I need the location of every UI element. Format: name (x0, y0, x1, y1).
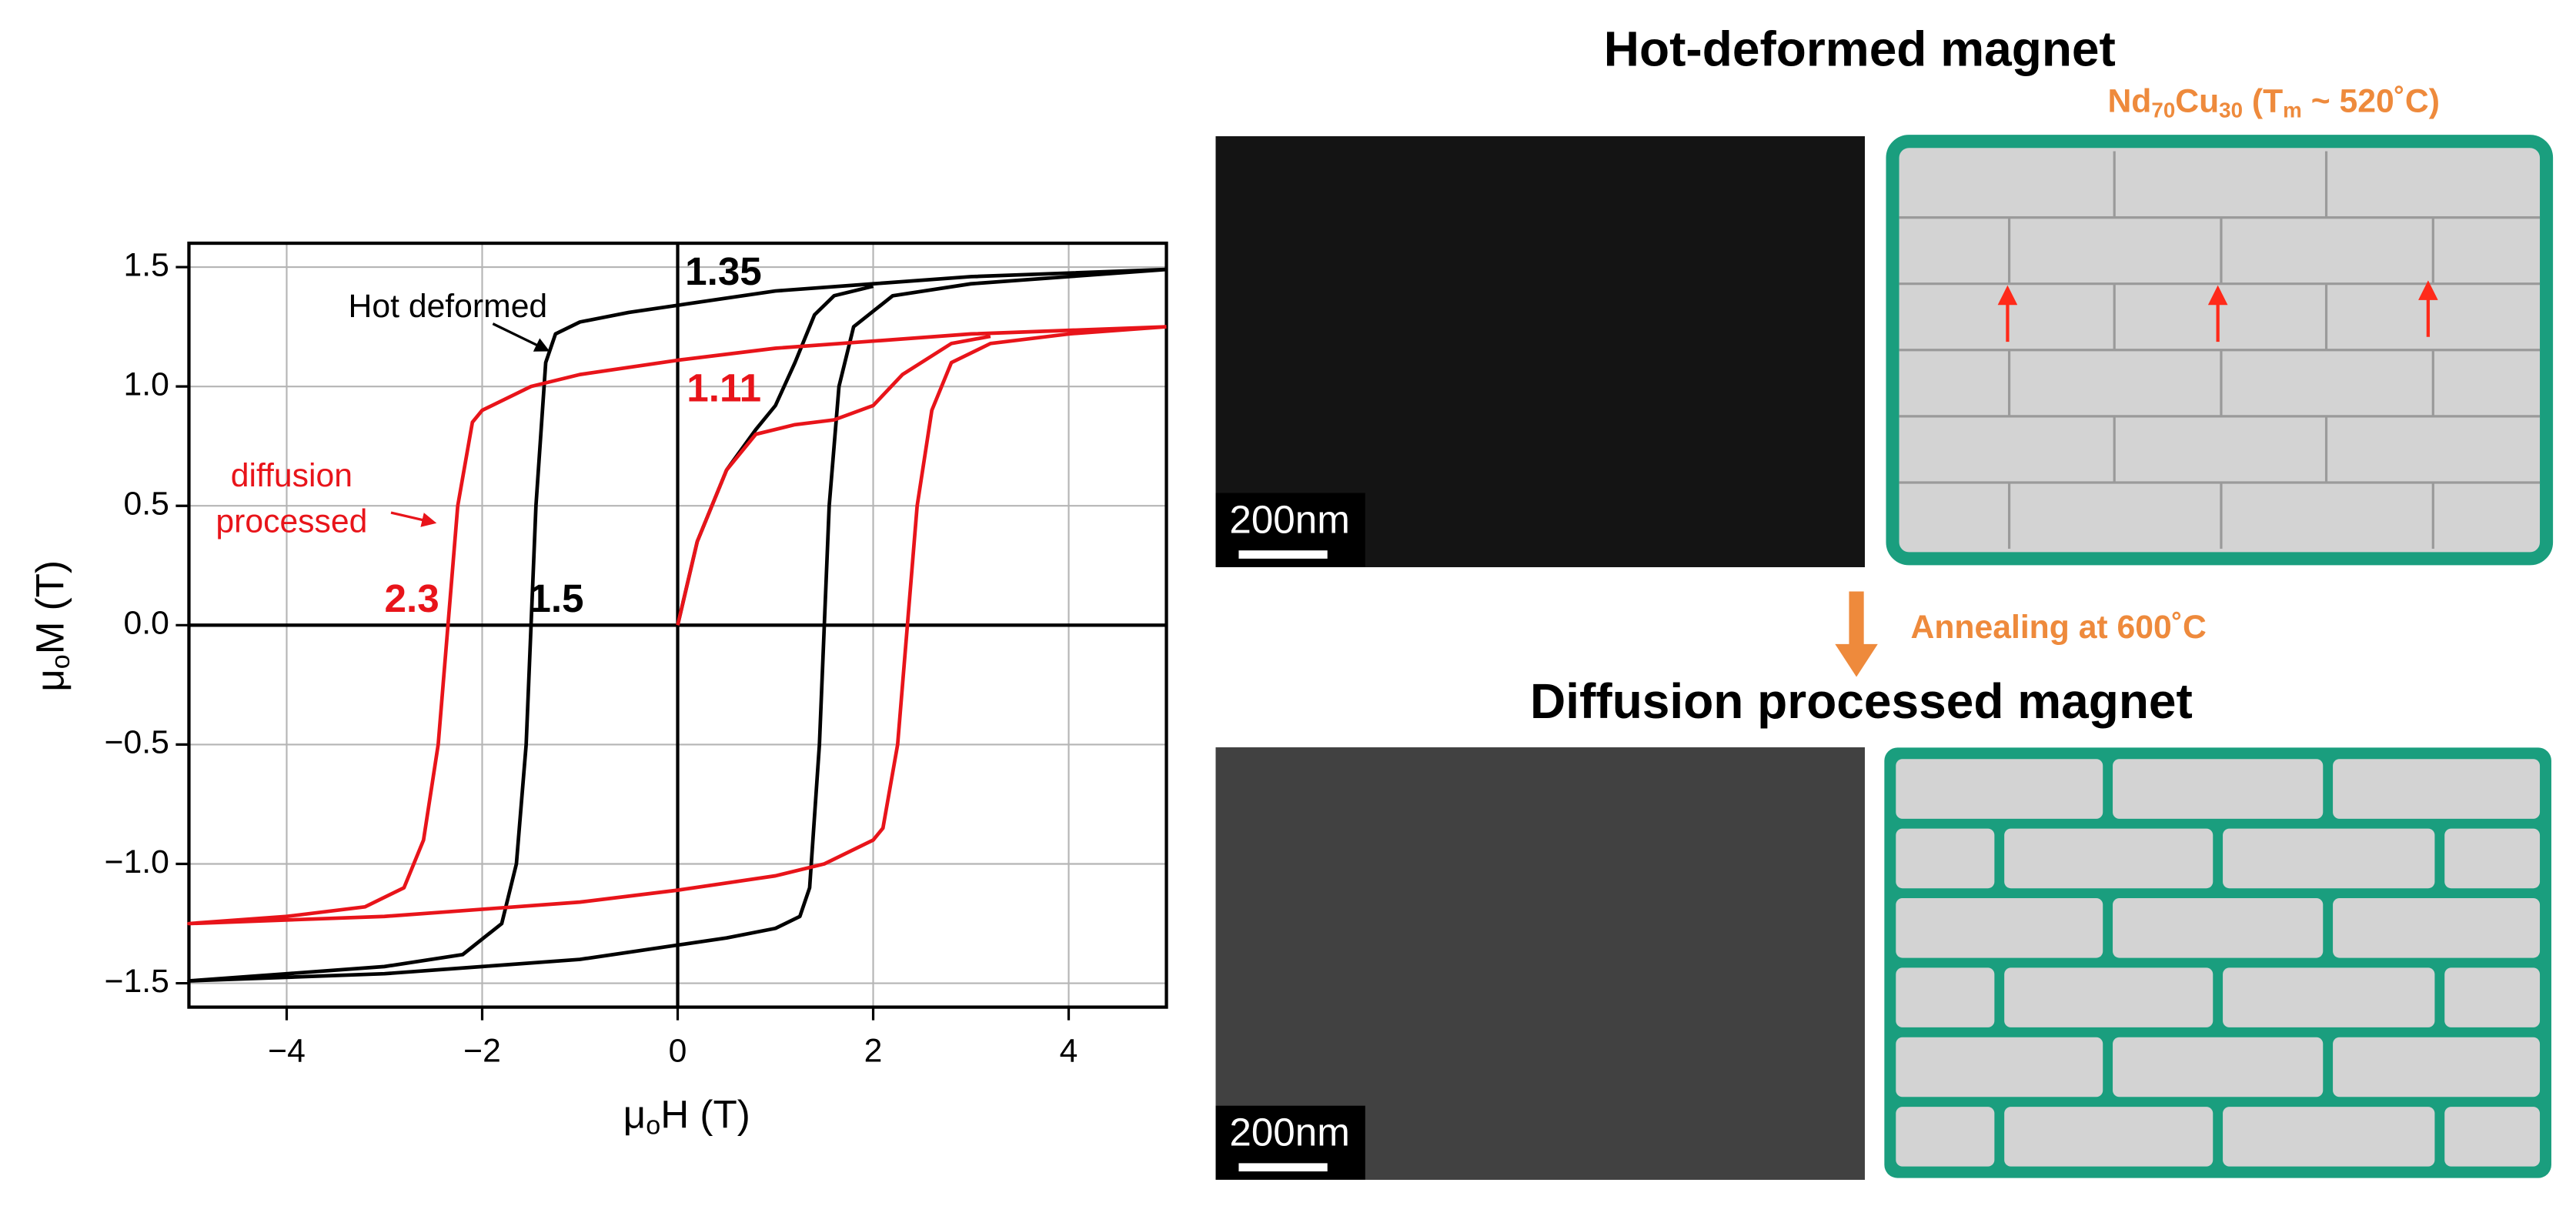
brick (1896, 828, 1995, 889)
plot-frame (187, 241, 1168, 1009)
brick (1896, 967, 1995, 1027)
comp-part: (T (2243, 83, 2283, 120)
x-tick-label: −2 (463, 1033, 501, 1070)
brick (2333, 759, 2541, 819)
composition: Nd70Cu30 (Tm ~ 520˚C) (2107, 83, 2440, 122)
x-axis-label: μoH (T) (623, 1092, 750, 1140)
brick (2223, 1107, 2435, 1167)
y-tick-label: −0.5 (105, 724, 169, 761)
x-tick-label: 0 (669, 1033, 687, 1070)
brick (2444, 967, 2541, 1027)
brick (2004, 1107, 2213, 1167)
scale-bar-label: 200nm (1229, 1111, 1350, 1154)
top-title: Hot-deformed magnet (1604, 21, 2116, 76)
y-label-part: μ (28, 669, 72, 692)
comp-part: ~ 520˚C) (2302, 83, 2440, 120)
annealing-label: Annealing at 600˚C (1911, 609, 2207, 646)
brick (2004, 967, 2213, 1027)
brick (1896, 1037, 2103, 1097)
x-tick-label: −4 (268, 1033, 306, 1070)
comp-sub: m (2283, 99, 2302, 122)
brick (2444, 828, 2541, 889)
comp-part: Cu (2175, 83, 2219, 120)
brick (2113, 759, 2324, 819)
annotation: 1.5 (529, 576, 583, 620)
brick (2223, 967, 2435, 1027)
comp-sub: 70 (2151, 99, 2175, 122)
brick (2004, 828, 2213, 889)
y-tick-label: 1.0 (124, 366, 169, 403)
series-line (187, 325, 1167, 926)
series-label-arrow (390, 511, 437, 527)
annotation: 1.11 (687, 366, 761, 410)
brick (2333, 1037, 2541, 1097)
y-label-part: M (T) (28, 560, 72, 654)
process-arrow-head (1835, 643, 1878, 677)
annotation: 2.3 (384, 576, 439, 620)
brick-diagram-bottom (1884, 747, 2551, 1178)
scale-bar (1238, 1163, 1328, 1172)
y-tick-label: −1.5 (105, 963, 169, 1000)
x-tick-label: 4 (1060, 1033, 1078, 1070)
brick (1896, 898, 2103, 958)
hysteresis-chart: −4 −2 0 2 4 1.5 1.0 0.5 0.0 −0.5 −1.0 −1.5 Hot defor… (105, 241, 1168, 1070)
x-label-part: μ (623, 1092, 647, 1136)
series-label: diffusion processed (216, 458, 368, 541)
brick-diagram-top (1886, 135, 2554, 566)
series-label-box: diffusion processed (216, 458, 368, 541)
brick (2113, 1037, 2324, 1097)
annotation: 1.35 (685, 249, 762, 293)
y-tick-label: 0.0 (124, 605, 169, 642)
brick (1896, 759, 2103, 819)
brick (2223, 828, 2435, 889)
brick (1896, 1107, 1995, 1167)
x-label-sub: o (646, 1111, 660, 1140)
series-label-box: Hot deformed (348, 289, 548, 326)
x-label-part: H (T) (660, 1092, 750, 1136)
y-tick-label: 0.5 (124, 486, 169, 523)
brick (2333, 898, 2541, 958)
x-tick-label: 2 (864, 1033, 883, 1070)
brick (2113, 898, 2324, 958)
scale-bar-label: 200nm (1229, 497, 1350, 541)
series-label: Hot deformed (348, 289, 548, 326)
series-label-arrow (492, 322, 550, 352)
y-tick-label: 1.5 (124, 246, 169, 283)
bottom-title: Diffusion processed magnet (1530, 673, 2193, 729)
y-axis-label: μoM (T) (28, 560, 75, 692)
brick (2444, 1107, 2541, 1167)
comp-part: Nd (2107, 83, 2151, 120)
micrograph-top: 200nm (1215, 136, 1865, 567)
comp-sub: 30 (2219, 99, 2243, 122)
scale-bar (1238, 550, 1328, 559)
y-tick-label: −1.0 (105, 844, 169, 880)
y-label-sub: o (46, 654, 75, 669)
micrograph-bottom: 200nm (1215, 747, 1865, 1180)
